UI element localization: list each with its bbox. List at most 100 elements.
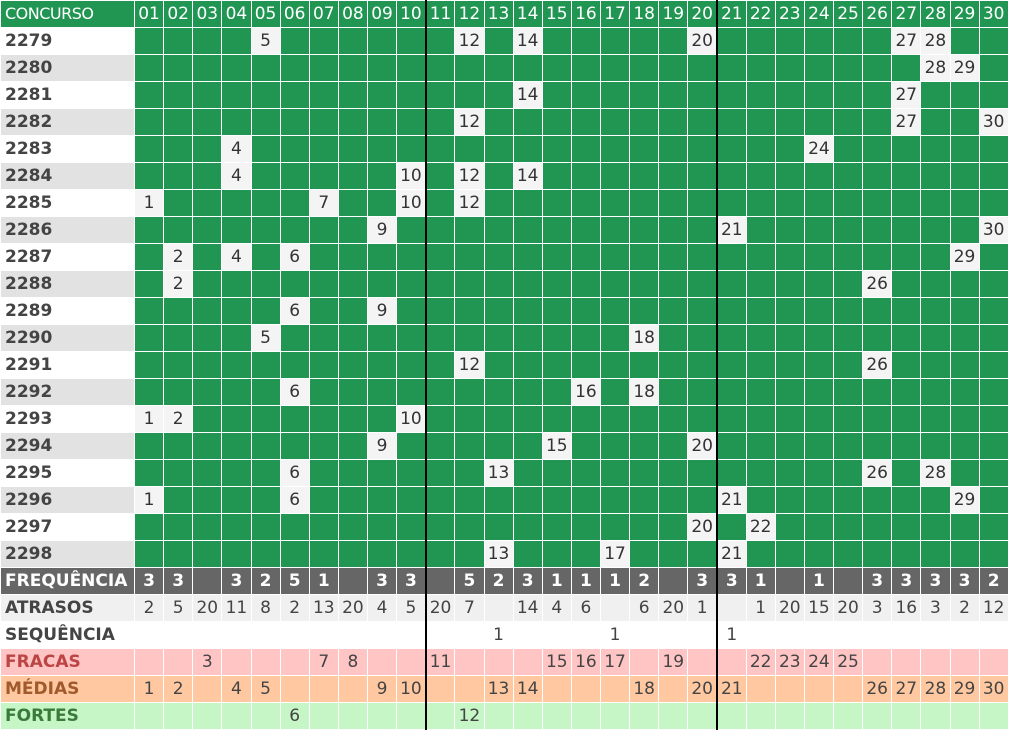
number-header-25: 25 xyxy=(832,0,864,28)
empty-cell xyxy=(250,513,281,541)
empty-cell xyxy=(396,54,427,82)
empty-cell xyxy=(949,513,980,541)
empty-cell xyxy=(308,486,339,514)
empty-cell xyxy=(832,432,864,460)
empty-cell xyxy=(192,513,223,541)
stats-value xyxy=(163,648,194,676)
empty-cell xyxy=(949,432,980,460)
stats-value xyxy=(978,702,1009,730)
empty-cell xyxy=(832,351,864,379)
empty-cell xyxy=(978,486,1009,514)
empty-cell xyxy=(803,27,835,55)
empty-cell xyxy=(570,189,602,217)
stats-value: 19 xyxy=(658,648,689,676)
stats-value: 6 xyxy=(570,594,602,622)
empty-cell xyxy=(687,81,719,109)
empty-cell xyxy=(425,108,456,136)
stats-value xyxy=(512,648,543,676)
stats-value: 3 xyxy=(920,567,951,595)
empty-cell xyxy=(308,513,339,541)
empty-cell xyxy=(133,540,165,568)
stats-value: 20 xyxy=(658,594,689,622)
empty-cell xyxy=(687,108,719,136)
empty-cell xyxy=(366,270,398,298)
empty-cell xyxy=(629,405,660,433)
empty-cell xyxy=(541,243,572,271)
stats-value xyxy=(599,675,631,703)
empty-cell xyxy=(658,405,689,433)
drawn-number-cell: 28 xyxy=(920,27,951,55)
empty-cell xyxy=(774,162,805,190)
stats-value: 25 xyxy=(832,648,864,676)
empty-cell xyxy=(803,405,835,433)
empty-cell xyxy=(745,162,776,190)
stats-value xyxy=(862,648,893,676)
empty-cell xyxy=(163,540,194,568)
stats-value: 2 xyxy=(949,594,980,622)
empty-cell xyxy=(541,405,572,433)
empty-cell xyxy=(541,216,572,244)
empty-cell xyxy=(396,378,427,406)
empty-cell xyxy=(163,486,194,514)
empty-cell xyxy=(483,432,514,460)
draw-row: 2298 13 17 21 xyxy=(0,540,1009,568)
empty-cell xyxy=(832,54,864,82)
empty-cell xyxy=(279,270,310,298)
stats-value xyxy=(687,702,719,730)
empty-cell xyxy=(658,54,689,82)
empty-cell xyxy=(163,81,194,109)
empty-cell xyxy=(803,108,835,136)
empty-cell xyxy=(512,405,543,433)
empty-cell xyxy=(192,486,223,514)
empty-cell xyxy=(599,378,631,406)
empty-cell xyxy=(425,216,456,244)
empty-cell xyxy=(832,540,864,568)
empty-cell xyxy=(308,405,339,433)
concurso-number: 2281 xyxy=(0,81,135,109)
empty-cell xyxy=(337,513,369,541)
empty-cell xyxy=(512,486,543,514)
empty-cell xyxy=(337,108,369,136)
stats-value: 2 xyxy=(629,567,660,595)
drawn-number-cell: 27 xyxy=(891,81,922,109)
empty-cell xyxy=(250,216,281,244)
empty-cell xyxy=(570,432,602,460)
empty-cell xyxy=(396,108,427,136)
draw-row: 2284 4 10 12 14 xyxy=(0,162,1009,190)
empty-cell xyxy=(891,135,922,163)
stats-value xyxy=(862,621,893,649)
empty-cell xyxy=(832,486,864,514)
stats-value xyxy=(308,621,339,649)
empty-cell xyxy=(279,162,310,190)
stats-value xyxy=(512,702,543,730)
empty-cell xyxy=(978,135,1009,163)
empty-cell xyxy=(366,54,398,82)
empty-cell xyxy=(745,108,776,136)
drawn-number-cell: 9 xyxy=(366,432,398,460)
stats-value xyxy=(425,621,456,649)
empty-cell xyxy=(192,27,223,55)
concurso-number: 2294 xyxy=(0,432,135,460)
stats-value xyxy=(279,675,310,703)
empty-cell xyxy=(337,324,369,352)
empty-cell xyxy=(658,540,689,568)
empty-cell xyxy=(250,81,281,109)
empty-cell xyxy=(629,54,660,82)
number-header-30: 30 xyxy=(978,0,1009,28)
empty-cell xyxy=(192,270,223,298)
empty-cell xyxy=(687,135,719,163)
empty-cell xyxy=(599,405,631,433)
draw-row: 2281 14 27 xyxy=(0,81,1009,109)
stats-value xyxy=(396,648,427,676)
empty-cell xyxy=(396,486,427,514)
empty-cell xyxy=(483,189,514,217)
drawn-number-cell: 30 xyxy=(978,108,1009,136)
concurso-number: 2289 xyxy=(0,297,135,325)
stats-value xyxy=(337,702,369,730)
empty-cell xyxy=(512,378,543,406)
empty-cell xyxy=(658,108,689,136)
stats-value: 1 xyxy=(716,621,747,649)
empty-cell xyxy=(978,189,1009,217)
drawn-number-cell: 15 xyxy=(541,432,572,460)
empty-cell xyxy=(658,324,689,352)
